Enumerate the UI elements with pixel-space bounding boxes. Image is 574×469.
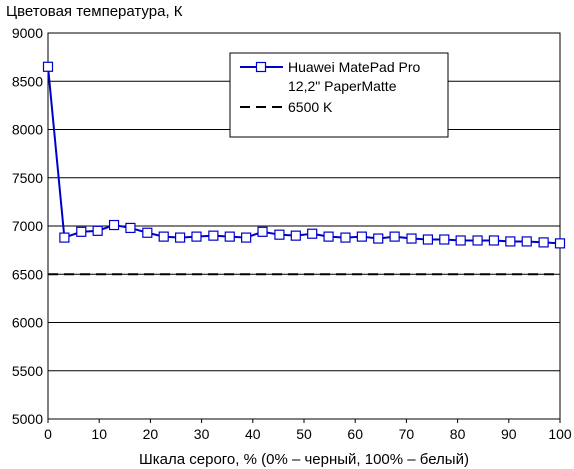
x-axis-title: Шкала серого, % (0% – черный, 100% – бел…	[139, 451, 469, 468]
x-tick-label-30: 30	[194, 426, 210, 442]
data-point-9	[191, 231, 202, 242]
x-tick-label-100: 100	[548, 426, 572, 442]
data-point-1	[59, 232, 70, 243]
data-point-27	[488, 235, 500, 246]
data-point-0	[42, 61, 54, 72]
data-point-30	[538, 237, 549, 248]
x-tick-label-50: 50	[296, 426, 312, 442]
data-point-15	[290, 230, 301, 241]
data-point-13	[257, 226, 268, 237]
legend: Huawei MatePad Pro 12,2" PaperMatte 6500…	[229, 52, 449, 138]
data-point-7	[158, 231, 169, 242]
x-tick-label-70: 70	[399, 426, 415, 442]
x-tick-label-20: 20	[143, 426, 159, 442]
y-tick-label-9000: 9000	[12, 25, 43, 41]
x-tick-label-60: 60	[347, 426, 363, 442]
y-tick-label-7500: 7500	[12, 170, 43, 186]
x-tick-label-40: 40	[245, 426, 261, 442]
data-point-10	[208, 230, 219, 241]
data-point-19	[356, 231, 367, 242]
data-point-3	[92, 225, 103, 236]
legend-marker-series-1	[255, 61, 267, 73]
y-tick-label-5500: 5500	[12, 363, 43, 379]
data-point-23	[422, 234, 434, 245]
data-point-14	[274, 229, 285, 240]
data-point-20	[373, 233, 384, 244]
y-tick-label-8500: 8500	[12, 73, 43, 89]
data-point-18	[340, 232, 351, 243]
y-axis-ticks: 5000 5500 6000 6500 7000 7500 8000 8500 9000	[12, 25, 43, 427]
data-point-21	[389, 231, 400, 242]
y-tick-label-5000: 5000	[12, 411, 43, 427]
series-layer	[42, 61, 566, 276]
data-point-26	[472, 235, 483, 246]
data-point-8	[174, 232, 186, 243]
x-tick-label-10: 10	[91, 426, 107, 442]
data-point-17	[323, 231, 334, 242]
data-point-28	[505, 236, 516, 247]
legend-label-series-1: Huawei MatePad Pro	[288, 59, 421, 75]
data-point-24	[439, 234, 450, 245]
data-point-11	[224, 231, 235, 242]
legend-label-series-1-line2: 12,2" PaperMatte	[288, 78, 397, 94]
plot-area-frame	[47, 32, 561, 420]
data-point-31	[554, 238, 566, 249]
y-tick-label-6000: 6000	[12, 315, 43, 331]
data-point-6	[142, 227, 153, 238]
data-point-12	[241, 232, 252, 243]
data-point-4	[108, 219, 120, 231]
x-tick-label-90: 90	[501, 426, 517, 442]
data-point-22	[406, 233, 417, 244]
data-point-25	[455, 235, 466, 246]
data-point-16	[307, 228, 318, 239]
data-point-2	[76, 226, 87, 237]
y-tick-label-6500: 6500	[12, 266, 43, 282]
y-tick-label-8000: 8000	[12, 122, 43, 138]
x-axis-ticks: 0 10 20 30 40 50 60 70 80 90 100	[44, 419, 572, 442]
y-axis-title: Цветовая температура, К	[6, 3, 183, 20]
x-tick-label-80: 80	[450, 426, 466, 442]
x-tick-label-0: 0	[44, 426, 52, 442]
legend-label-series-2: 6500 K	[288, 99, 333, 115]
y-tick-label-7000: 7000	[12, 218, 43, 234]
data-point-29	[521, 236, 532, 247]
data-point-5	[125, 222, 136, 234]
